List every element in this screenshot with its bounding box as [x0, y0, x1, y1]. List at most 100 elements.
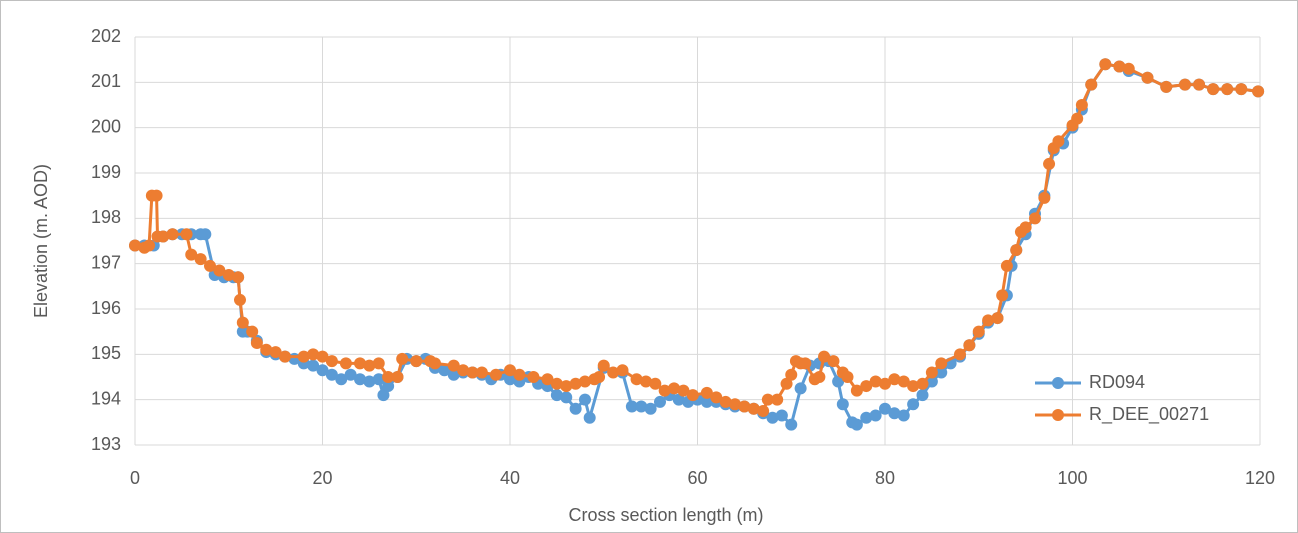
- data-point: [672, 393, 685, 406]
- x-tick-label: 40: [500, 468, 520, 488]
- data-point: [625, 400, 638, 413]
- data-point: [850, 384, 863, 397]
- data-point: [677, 384, 690, 397]
- data-point: [1019, 221, 1032, 234]
- data-point: [260, 343, 273, 356]
- data-point: [363, 359, 376, 372]
- data-point: [1160, 80, 1173, 93]
- data-point: [354, 373, 366, 386]
- data-point: [150, 189, 163, 202]
- data-point: [194, 253, 207, 266]
- data-point: [907, 380, 920, 393]
- data-point: [963, 339, 976, 352]
- data-point: [560, 391, 573, 404]
- y-tick-label: 196: [91, 298, 121, 318]
- data-point: [579, 393, 591, 406]
- x-tick-label: 20: [312, 468, 332, 488]
- data-point: [569, 377, 582, 390]
- data-point: [888, 373, 901, 386]
- y-tick-label: 198: [91, 207, 121, 227]
- data-point: [372, 357, 385, 370]
- data-point: [307, 359, 320, 372]
- data-point: [1113, 60, 1126, 73]
- data-point: [583, 411, 596, 424]
- data-point: [907, 398, 920, 411]
- data-point: [771, 393, 784, 406]
- data-point: [593, 371, 606, 383]
- data-point: [236, 316, 249, 329]
- data-point: [869, 375, 882, 388]
- data-point: [780, 377, 793, 390]
- y-tick-label: 193: [91, 434, 121, 454]
- data-point: [813, 371, 826, 383]
- data-point: [935, 357, 948, 370]
- x-tick-label: 0: [130, 468, 140, 488]
- y-tick-label: 197: [91, 252, 121, 272]
- data-point: [513, 368, 526, 381]
- data-point: [129, 239, 141, 252]
- x-axis-title: Cross section length (m): [568, 505, 763, 525]
- data-point: [982, 314, 995, 327]
- data-point: [279, 350, 291, 363]
- data-point: [996, 289, 1009, 302]
- data-point: [747, 402, 760, 415]
- x-tick-label: 60: [687, 468, 707, 488]
- data-point: [1071, 112, 1084, 125]
- y-tick-label: 201: [91, 71, 121, 91]
- data-point: [550, 377, 563, 390]
- data-point: [363, 375, 376, 388]
- data-point: [222, 269, 235, 281]
- data-point: [766, 411, 779, 424]
- data-point: [1122, 62, 1135, 75]
- data-point: [316, 350, 329, 363]
- data-point: [1052, 135, 1065, 148]
- data-point: [269, 346, 282, 359]
- data-point: [1099, 58, 1112, 71]
- data-point: [757, 405, 770, 417]
- data-point: [1010, 244, 1023, 257]
- data-point: [597, 359, 610, 372]
- data-point: [204, 259, 216, 272]
- data-point: [869, 409, 882, 422]
- data-point: [925, 366, 938, 379]
- data-point: [841, 371, 854, 383]
- data-point: [438, 364, 451, 377]
- data-point: [860, 411, 873, 424]
- data-point: [1043, 157, 1056, 170]
- data-point: [644, 402, 657, 415]
- data-point: [897, 375, 910, 388]
- data-point: [719, 395, 732, 408]
- y-tick-label: 195: [91, 343, 121, 363]
- legend-marker: [1052, 409, 1064, 421]
- data-point: [232, 271, 245, 284]
- data-point: [1193, 78, 1206, 91]
- legend-label: RD094: [1089, 372, 1145, 392]
- data-point: [325, 368, 338, 381]
- data-point: [799, 357, 812, 370]
- data-point: [785, 418, 798, 431]
- data-point: [1221, 83, 1234, 96]
- y-tick-label: 202: [91, 26, 121, 46]
- data-point: [354, 357, 366, 370]
- legend-label: R_DEE_00271: [1089, 404, 1209, 425]
- data-point: [639, 375, 652, 388]
- data-point: [635, 400, 648, 413]
- data-point: [250, 337, 263, 349]
- data-point: [382, 371, 395, 383]
- data-point: [316, 364, 329, 377]
- data-point: [391, 371, 404, 383]
- data-point: [457, 364, 470, 377]
- data-point: [1179, 78, 1191, 91]
- data-point: [344, 368, 357, 381]
- data-point: [157, 230, 170, 243]
- data-point: [1000, 259, 1013, 272]
- data-point: [850, 418, 863, 431]
- data-point: [180, 228, 193, 241]
- legend-marker: [1052, 377, 1064, 389]
- data-point: [761, 393, 774, 406]
- data-point: [818, 350, 831, 363]
- data-point: [991, 312, 1004, 325]
- data-point: [1252, 85, 1265, 98]
- data-point: [569, 402, 582, 415]
